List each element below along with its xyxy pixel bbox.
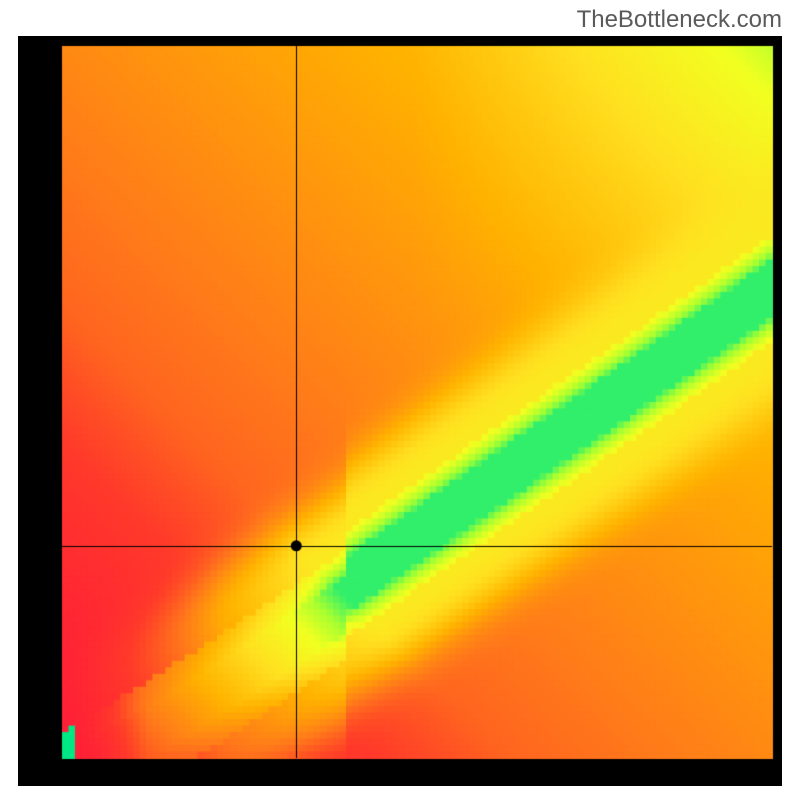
heatmap-canvas [18,36,782,786]
bottleneck-heatmap [18,36,782,786]
watermark: TheBottleneck.com [577,6,782,34]
